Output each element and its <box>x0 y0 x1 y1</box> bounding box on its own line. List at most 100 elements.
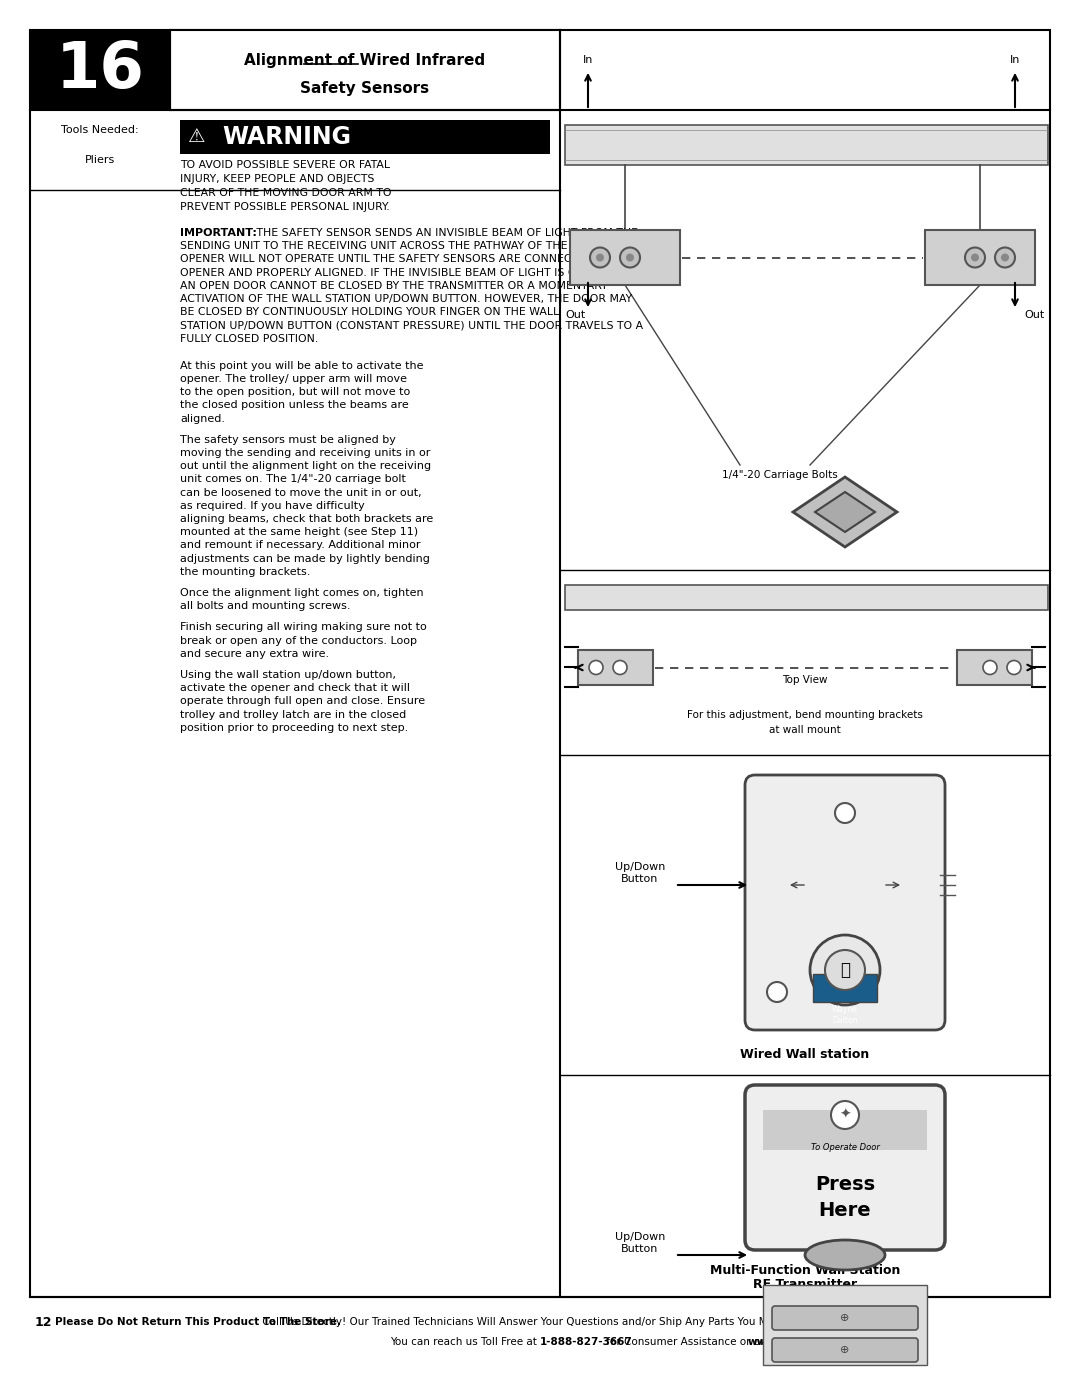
Text: THE SAFETY SENSOR SENDS AN INVISIBLE BEAM OF LIGHT FROM THE: THE SAFETY SENSOR SENDS AN INVISIBLE BEA… <box>253 228 638 237</box>
Text: the closed position unless the beams are: the closed position unless the beams are <box>180 401 408 411</box>
Circle shape <box>767 982 787 1002</box>
FancyBboxPatch shape <box>745 1085 945 1250</box>
Text: Call Us Directly! Our Trained Technicians Will Answer Your Questions and/or Ship: Call Us Directly! Our Trained Technician… <box>259 1317 811 1327</box>
Text: FULLY CLOSED POSITION.: FULLY CLOSED POSITION. <box>180 334 319 344</box>
Text: INJURY, KEEP PEOPLE AND OBJECTS: INJURY, KEEP PEOPLE AND OBJECTS <box>180 175 375 184</box>
Circle shape <box>1007 661 1021 675</box>
Text: You can reach us Toll Free at: You can reach us Toll Free at <box>390 1337 540 1347</box>
Text: 12: 12 <box>35 1316 53 1329</box>
Text: TO AVOID POSSIBLE SEVERE OR FATAL: TO AVOID POSSIBLE SEVERE OR FATAL <box>180 161 390 170</box>
Text: Multi-Function Wall Station: Multi-Function Wall Station <box>710 1263 901 1277</box>
Bar <box>762 1285 927 1365</box>
Text: STATION UP/DOWN BUTTON (CONSTANT PRESSURE) UNTIL THE DOOR TRAVELS TO A: STATION UP/DOWN BUTTON (CONSTANT PRESSUR… <box>180 320 643 331</box>
Text: break or open any of the conductors. Loop: break or open any of the conductors. Loo… <box>180 636 417 645</box>
Text: to the open position, but will not move to: to the open position, but will not move … <box>180 387 410 397</box>
Text: all bolts and mounting screws.: all bolts and mounting screws. <box>180 601 351 612</box>
Text: 1-888-827-3667: 1-888-827-3667 <box>540 1337 633 1347</box>
Circle shape <box>966 247 985 267</box>
Text: Once the alignment light comes on, tighten: Once the alignment light comes on, tight… <box>180 588 423 598</box>
Text: Alignment of Wired Infrared: Alignment of Wired Infrared <box>244 53 486 67</box>
Text: ✦: ✦ <box>839 1108 851 1122</box>
Text: activate the opener and check that it will: activate the opener and check that it wi… <box>180 683 410 693</box>
Circle shape <box>620 247 640 267</box>
Text: at wall mount: at wall mount <box>769 725 841 735</box>
Text: Using the wall station up/down button,: Using the wall station up/down button, <box>180 671 396 680</box>
Text: Out: Out <box>1025 310 1045 320</box>
Polygon shape <box>793 476 897 548</box>
Bar <box>180 120 550 154</box>
Text: WARNING: WARNING <box>222 124 351 149</box>
Circle shape <box>1001 253 1009 261</box>
Circle shape <box>613 661 627 675</box>
Text: 🔑: 🔑 <box>840 961 850 979</box>
Text: Top View: Top View <box>782 675 827 685</box>
Text: and secure any extra wire.: and secure any extra wire. <box>180 648 329 659</box>
Text: CLEAR OF THE MOVING DOOR ARM TO: CLEAR OF THE MOVING DOOR ARM TO <box>180 189 391 198</box>
Text: RF Transmitter: RF Transmitter <box>753 1278 858 1291</box>
Bar <box>762 1111 927 1150</box>
Text: aligning beams, check that both brackets are: aligning beams, check that both brackets… <box>180 514 433 524</box>
Text: IMPORTANT:: IMPORTANT: <box>180 228 257 237</box>
FancyBboxPatch shape <box>772 1306 918 1330</box>
Circle shape <box>589 661 603 675</box>
Circle shape <box>626 253 634 261</box>
Text: OPENER WILL NOT OPERATE UNTIL THE SAFETY SENSORS ARE CONNECTED TO THE: OPENER WILL NOT OPERATE UNTIL THE SAFETY… <box>180 254 637 264</box>
Text: www.wayne-dalton.com: www.wayne-dalton.com <box>747 1337 888 1347</box>
Text: ⊕: ⊕ <box>840 1345 850 1355</box>
Text: out until the alignment light on the receiving: out until the alignment light on the rec… <box>180 461 431 471</box>
Text: Safety Sensors: Safety Sensors <box>300 81 430 95</box>
Bar <box>578 650 653 685</box>
Text: In: In <box>1010 54 1021 66</box>
Text: Please Do Not Return This Product To The Store.: Please Do Not Return This Product To The… <box>55 1317 341 1327</box>
Circle shape <box>995 247 1015 267</box>
Text: SENDING UNIT TO THE RECEIVING UNIT ACROSS THE PATHWAY OF THE DOOR. THE: SENDING UNIT TO THE RECEIVING UNIT ACROS… <box>180 242 633 251</box>
Text: 16: 16 <box>55 39 145 101</box>
Polygon shape <box>815 492 875 532</box>
Text: At this point you will be able to activate the: At this point you will be able to activa… <box>180 360 423 370</box>
Bar <box>957 650 1032 685</box>
Ellipse shape <box>805 1241 885 1270</box>
Bar <box>170 29 561 110</box>
Text: Out: Out <box>565 310 585 320</box>
Bar <box>30 29 170 110</box>
Text: Finish securing all wiring making sure not to: Finish securing all wiring making sure n… <box>180 623 427 633</box>
FancyBboxPatch shape <box>772 1338 918 1362</box>
Circle shape <box>971 253 978 261</box>
Text: as required. If you have difficulty: as required. If you have difficulty <box>180 500 365 511</box>
Text: ⚠: ⚠ <box>188 127 206 147</box>
Text: To Operate Door: To Operate Door <box>811 1143 879 1151</box>
Text: In: In <box>583 54 593 66</box>
Text: ⊕: ⊕ <box>840 1313 850 1323</box>
Text: unit comes on. The 1/4"-20 carriage bolt: unit comes on. The 1/4"-20 carriage bolt <box>180 475 406 485</box>
Circle shape <box>983 661 997 675</box>
Bar <box>924 231 1035 285</box>
Text: trolley and trolley latch are in the closed: trolley and trolley latch are in the clo… <box>180 710 406 719</box>
Text: Up/Down
Button: Up/Down Button <box>615 1232 665 1253</box>
Text: The safety sensors must be aligned by: The safety sensors must be aligned by <box>180 434 396 444</box>
Bar <box>570 231 680 285</box>
Text: BE CLOSED BY CONTINUOUSLY HOLDING YOUR FINGER ON THE WALL: BE CLOSED BY CONTINUOUSLY HOLDING YOUR F… <box>180 307 559 317</box>
Text: moving the sending and receiving units in or: moving the sending and receiving units i… <box>180 448 430 458</box>
Text: Wayne
Dalton: Wayne Dalton <box>832 1006 858 1025</box>
Text: opener. The trolley/ upper arm will move: opener. The trolley/ upper arm will move <box>180 374 407 384</box>
Text: Here: Here <box>819 1200 872 1220</box>
Circle shape <box>835 803 855 823</box>
Circle shape <box>831 1101 859 1129</box>
Text: aligned.: aligned. <box>180 414 225 423</box>
Circle shape <box>825 950 865 990</box>
Text: ACTIVATION OF THE WALL STATION UP/DOWN BUTTON. HOWEVER, THE DOOR MAY: ACTIVATION OF THE WALL STATION UP/DOWN B… <box>180 293 632 305</box>
Bar <box>565 124 1048 165</box>
Text: 1/4"-20 Carriage Bolts: 1/4"-20 Carriage Bolts <box>723 469 838 481</box>
Bar <box>565 585 1048 610</box>
Text: and remount if necessary. Additional minor: and remount if necessary. Additional min… <box>180 541 420 550</box>
Text: PREVENT POSSIBLE PERSONAL INJURY.: PREVENT POSSIBLE PERSONAL INJURY. <box>180 203 390 212</box>
Text: For this adjustment, bend mounting brackets: For this adjustment, bend mounting brack… <box>687 710 923 719</box>
Text: Up/Down
Button: Up/Down Button <box>615 862 665 884</box>
Text: can be loosened to move the unit in or out,: can be loosened to move the unit in or o… <box>180 488 421 497</box>
Text: Pliers: Pliers <box>85 155 116 165</box>
Text: the mounting brackets.: the mounting brackets. <box>180 567 310 577</box>
Text: Wired Wall station: Wired Wall station <box>741 1049 869 1062</box>
Text: position prior to proceeding to next step.: position prior to proceeding to next ste… <box>180 722 408 733</box>
Text: operate through full open and close. Ensure: operate through full open and close. Ens… <box>180 696 426 707</box>
Bar <box>813 974 877 1002</box>
